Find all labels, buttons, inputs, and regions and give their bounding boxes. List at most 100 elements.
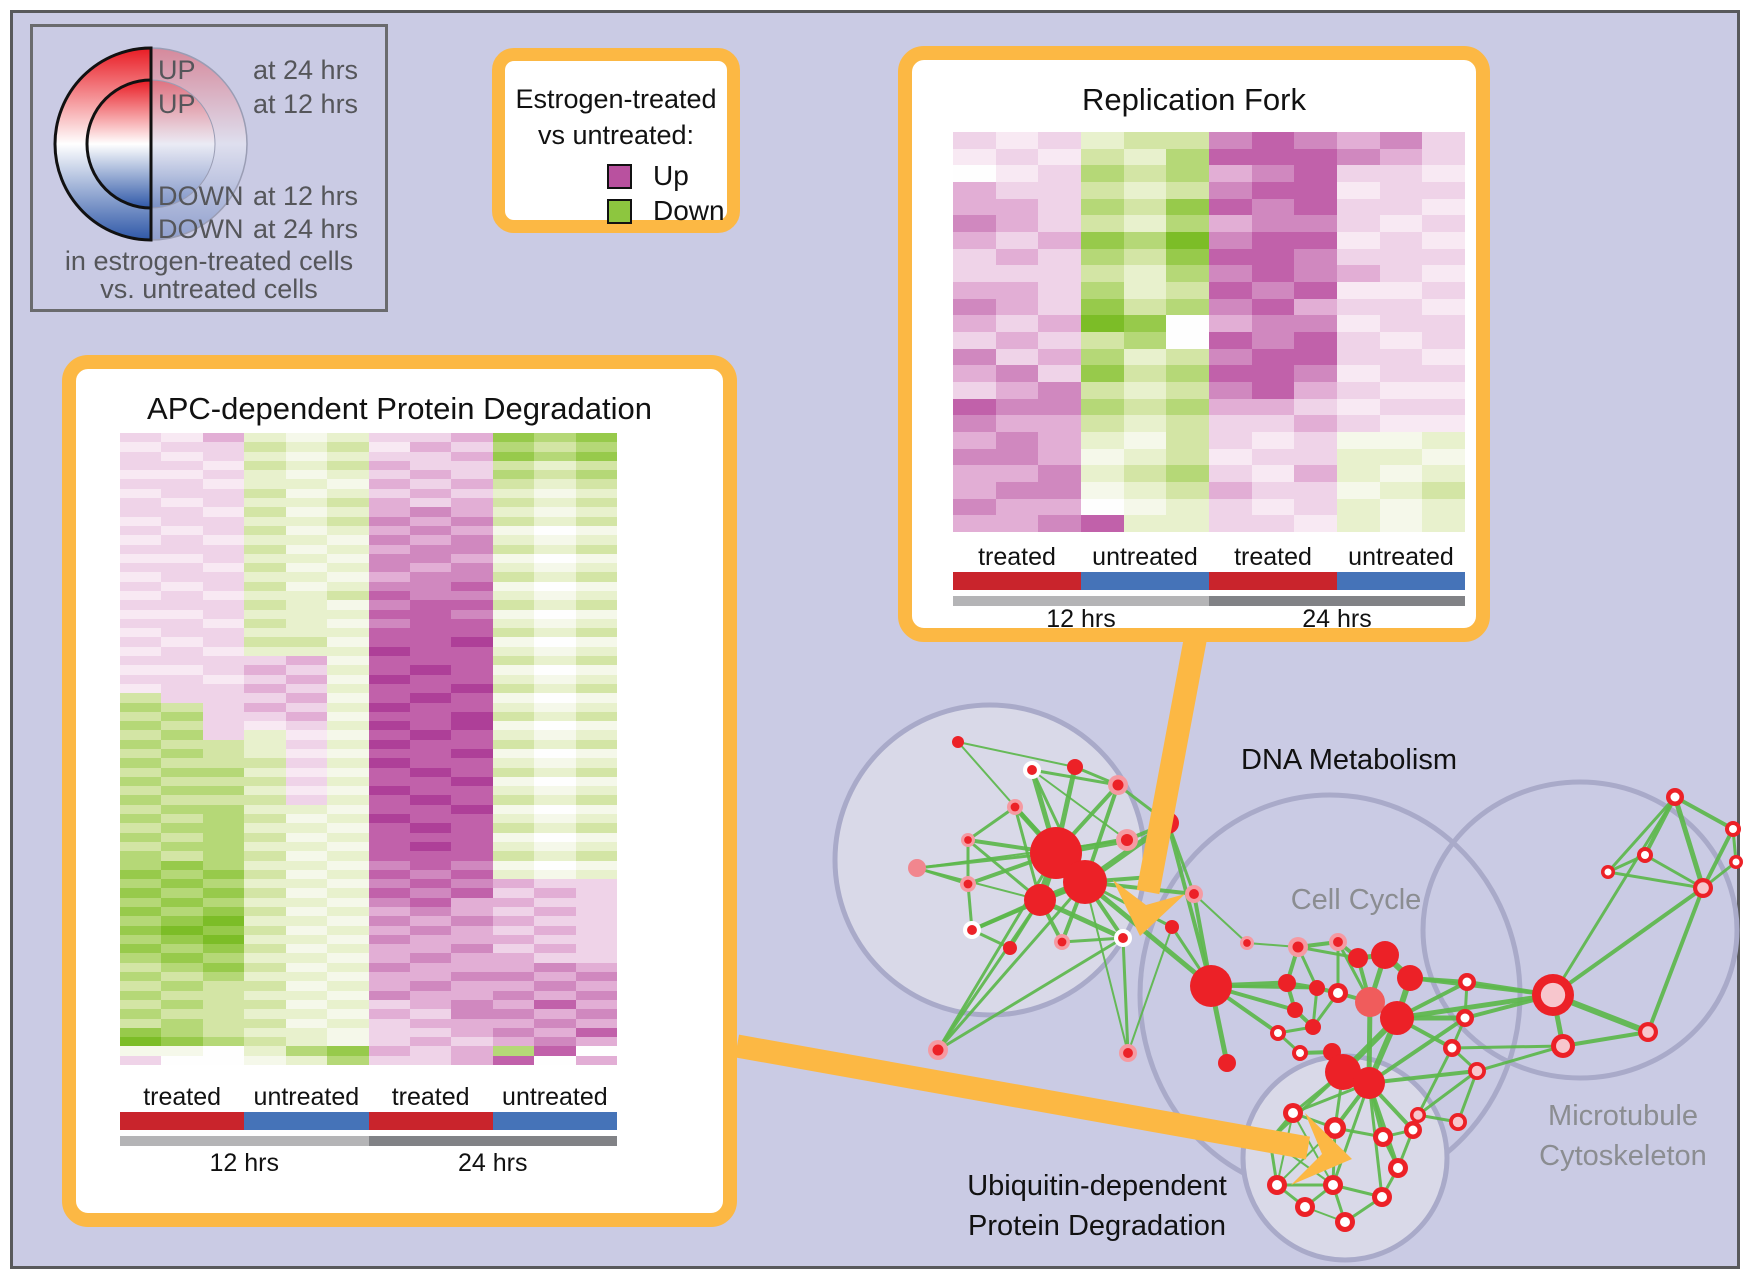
heatmap-cell [285,488,328,499]
heatmap-cell [327,860,369,870]
heatmap-cell [161,591,203,601]
heatmap-cell [1337,215,1380,232]
heatmap-cell [451,702,493,712]
heatmap-cell [409,535,452,545]
heatmap-cell [202,962,245,973]
treated-bar [120,1112,245,1130]
heatmap-cell [120,479,162,489]
heatmap-cell [161,776,203,787]
heatmap-cell [953,132,996,149]
heatmap-cell [575,525,617,536]
heatmap-cell [244,563,286,573]
heatmap-cell [492,1009,535,1019]
heatmap-cell [409,628,452,638]
heatmap-cell [202,990,245,1000]
replication-fork-heatmap [953,132,1465,532]
heatmap-cell [327,646,369,657]
heatmap-cell [327,814,369,824]
heatmap-cell [1251,215,1295,232]
heatmap-cell [1123,431,1167,449]
heatmap-cell [575,981,617,991]
heatmap-cell [120,897,162,907]
network-edge [1673,795,1735,831]
heatmap-cell [161,879,203,889]
heatmap-cell [492,433,535,443]
heatmap-cell [575,553,617,564]
heatmap-cell [534,600,576,610]
heatmap-cell [1209,515,1252,532]
heatmap-cell [534,656,576,666]
heatmap-cell [1123,465,1167,482]
heatmap-cell [409,944,452,954]
heatmap-cell [327,488,369,499]
heatmap-cell [244,981,286,991]
heatmap-cell [1337,365,1380,382]
heatmap-cell [1379,315,1423,332]
heatmap-cell [120,674,162,684]
heatmap-cell [409,674,452,684]
heatmap-cell [1081,315,1124,332]
heatmap-cell [575,786,617,796]
heatmap-cell [1251,281,1295,299]
heatmap-cell [534,795,576,805]
heatmap-cell [492,804,535,815]
heatmap-cell [1422,381,1465,399]
heatmap-cell [327,804,369,815]
heatmap-cell [244,544,286,554]
heatmap-cell [492,488,535,499]
heatmap-cell [534,609,576,619]
heatmap-cell [368,749,410,759]
node-circle [1278,974,1296,992]
heatmap-cell [120,953,162,963]
network-edge [1475,1044,1565,1073]
heatmap-cell [368,451,410,461]
heatmap-cell [327,498,369,508]
heatmap-cell [1337,398,1380,416]
heatmap-cell [1422,215,1465,232]
heatmap-cell [1422,198,1465,216]
network-node-d [1601,865,1615,879]
heatmap-cell [1379,515,1423,532]
heatmap-cell [161,609,203,619]
network-edge [1367,1069,1479,1085]
heatmap-cell [285,572,328,582]
heatmap-cell [161,795,203,805]
node-circle [908,859,926,877]
heatmap-cell [492,683,535,694]
heatmap-cell [451,888,493,898]
heatmap-cell [1251,348,1295,366]
network-edge [1331,1081,1371,1187]
heatmap-cell [575,999,617,1010]
heatmap-cell [1379,215,1423,232]
heatmap-cell [285,1018,328,1028]
node-circle [1340,1217,1350,1227]
heatmap-cell [1251,248,1295,266]
heatmap-cell [451,860,493,870]
heatmap-cell [120,934,162,945]
heatmap-cell [1422,398,1465,416]
heatmap-cell [120,916,162,926]
heatmap-cell [534,776,576,787]
up-24-label: UP [158,55,196,85]
heatmap-cell [451,572,493,582]
heatmap-cell [534,618,576,629]
heatmap-cell [161,442,203,452]
heatmap-cell [575,739,617,749]
heatmap-cell [1038,498,1081,516]
heatmap-cell [285,460,328,471]
heatmap-cell [575,814,617,824]
treated-bar [1209,572,1337,590]
heatmap-cell [327,749,369,759]
heatmap-cell [368,1009,410,1019]
heatmap-cell [1379,281,1423,299]
heatmap-cell [492,860,535,870]
heatmap-cell [202,972,245,982]
heatmap-cell [409,525,452,536]
heatmap-cell [161,739,203,749]
heatmap-cell [534,572,576,582]
heatmap-cell [451,1027,493,1038]
heatmap-cell [368,758,410,768]
heatmap-cell [1337,148,1380,166]
heatmap-cell [1166,331,1209,349]
